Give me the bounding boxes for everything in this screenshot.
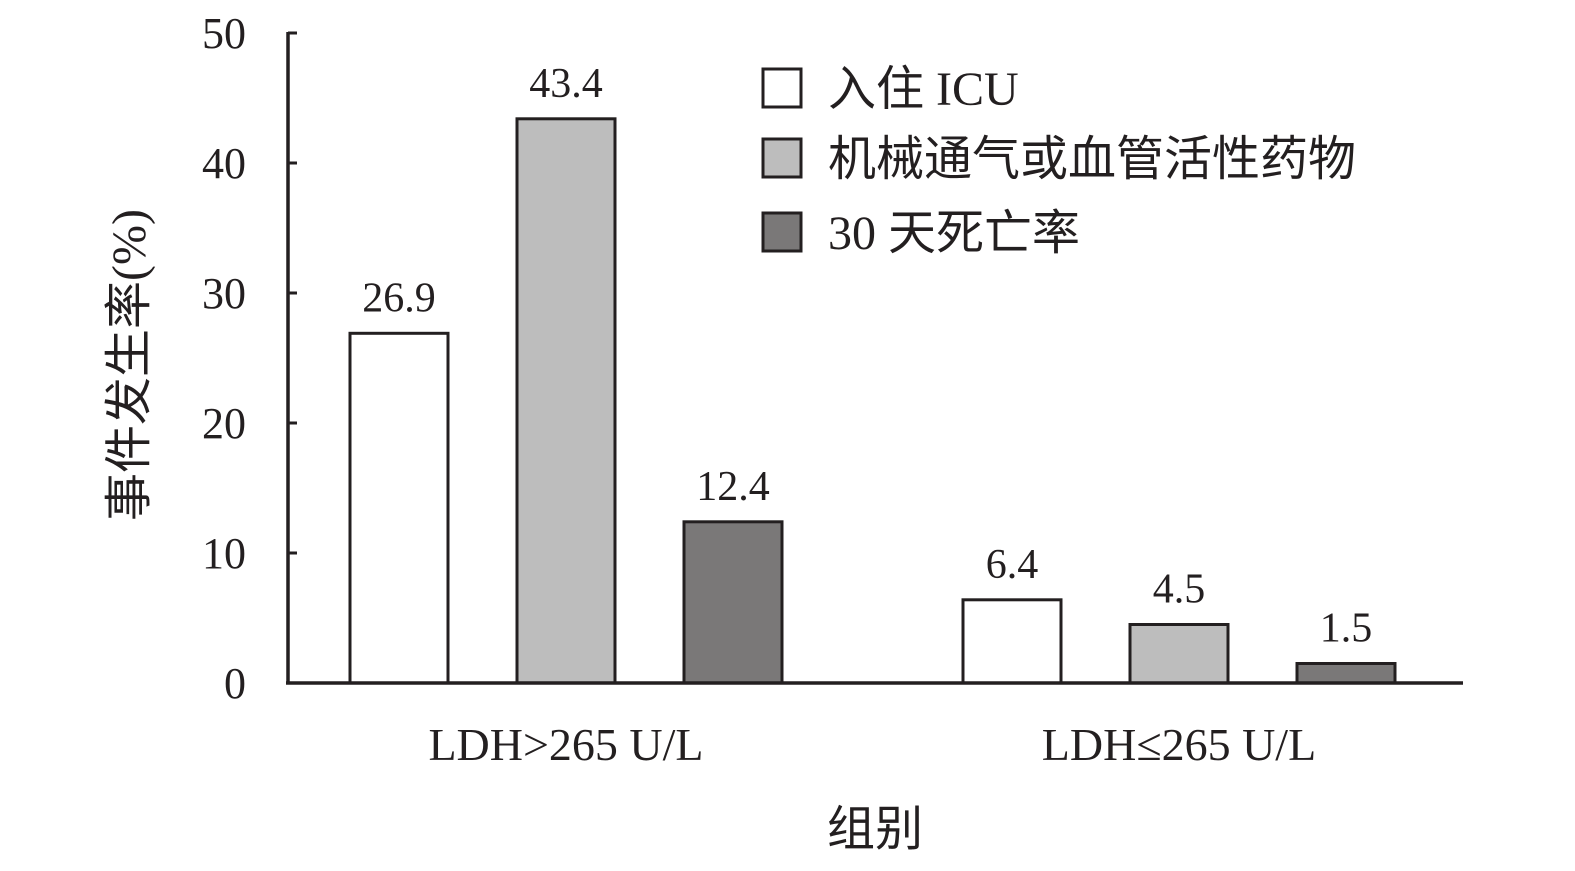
bar — [1295, 662, 1397, 685]
y-tick-label: 0 — [224, 659, 246, 708]
legend-label: 入住 ICU — [828, 63, 1019, 116]
legend-label: 30 天死亡率 — [828, 207, 1080, 260]
y-tick-label: 30 — [202, 269, 246, 318]
y-tick-label: 20 — [202, 399, 246, 448]
y-axis-title: 事件发生率(%) — [103, 209, 156, 521]
legend-swatch — [761, 137, 803, 179]
data-label: 12.4 — [696, 464, 770, 510]
bar — [348, 331, 450, 685]
data-label: 26.9 — [362, 275, 436, 321]
data-label: 4.5 — [1153, 567, 1206, 613]
y-axis: 0 10 20 30 40 50 — [202, 9, 297, 708]
bar — [682, 520, 784, 685]
bar — [515, 117, 617, 685]
legend-swatch — [761, 67, 803, 109]
data-label: 1.5 — [1320, 606, 1373, 652]
bar — [961, 598, 1063, 685]
legend: 入住 ICU 机械通气或血管活性药物 30 天死亡率 — [761, 63, 1356, 260]
x-axis-title: 组别 — [827, 803, 923, 856]
legend-label: 机械通气或血管活性药物 — [828, 133, 1356, 186]
legend-swatch — [761, 211, 803, 253]
x-category-label: LDH≤265 U/L — [1042, 719, 1316, 770]
y-tick-label: 10 — [202, 529, 246, 578]
y-tick-label: 50 — [202, 9, 246, 58]
bar — [1128, 623, 1230, 685]
x-axis: LDH>265 U/L LDH≤265 U/L — [286, 681, 1463, 770]
x-category-label: LDH>265 U/L — [428, 719, 703, 770]
data-label: 6.4 — [986, 542, 1039, 588]
data-label: 43.4 — [529, 61, 603, 107]
y-tick-label: 40 — [202, 139, 246, 188]
